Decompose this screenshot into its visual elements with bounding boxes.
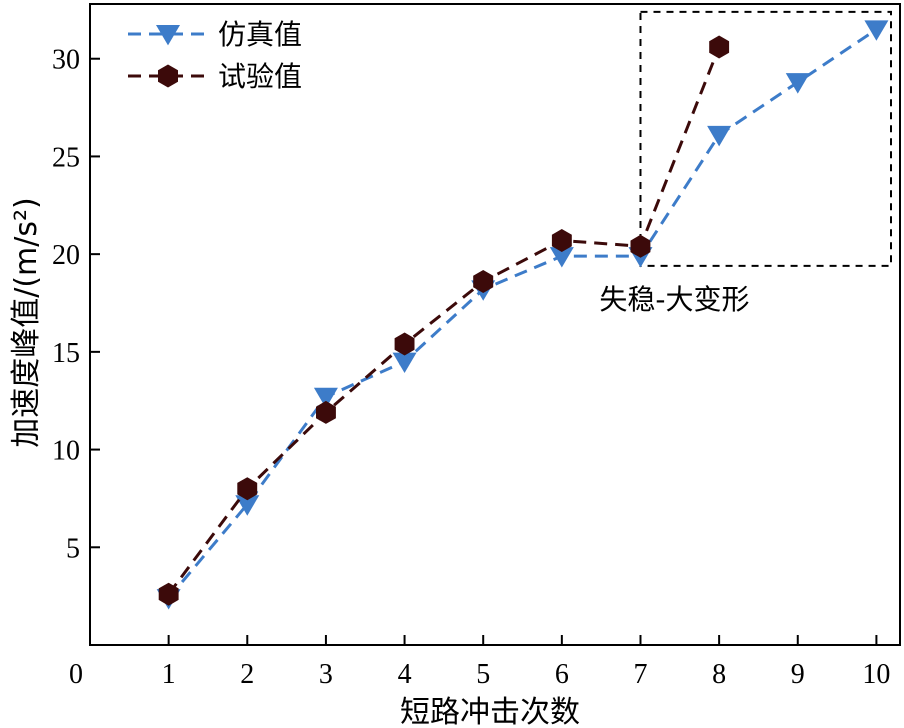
x-tick-label: 7 xyxy=(633,659,647,690)
data-point xyxy=(709,35,730,59)
series-layer xyxy=(156,20,889,610)
series-line xyxy=(167,28,878,600)
annotation-box xyxy=(639,10,892,267)
data-point xyxy=(707,125,732,147)
legend-marker xyxy=(158,64,178,88)
annotation-label: 失稳-大变形 xyxy=(599,283,749,316)
x-tick-label: 3 xyxy=(319,659,333,690)
data-point xyxy=(392,352,417,374)
plot-frame xyxy=(89,3,901,646)
series-line xyxy=(167,46,721,596)
series-1 xyxy=(156,20,889,610)
y-tick-label: 15 xyxy=(52,338,80,369)
legend-marker xyxy=(156,25,180,46)
legend-label: 仿真值 xyxy=(218,18,302,51)
x-tick-label: 6 xyxy=(555,659,569,690)
legend-label: 试验值 xyxy=(218,60,302,93)
data-point xyxy=(313,387,338,409)
annotation xyxy=(639,10,892,267)
x-tick-label: 5 xyxy=(476,659,490,690)
x-tick-label: 8 xyxy=(712,659,726,690)
x-tick-label: 0 xyxy=(69,659,83,690)
data-point xyxy=(235,495,260,516)
data-point xyxy=(864,20,889,41)
y-tick-label: 5 xyxy=(66,533,80,564)
x-tick-label: 2 xyxy=(240,659,254,690)
data-point xyxy=(316,400,336,424)
x-tick-label: 9 xyxy=(791,659,805,690)
data-point xyxy=(158,582,179,606)
data-point xyxy=(630,234,651,258)
series-2 xyxy=(158,35,730,606)
data-point xyxy=(785,73,810,94)
data-point xyxy=(237,477,258,501)
x-tick-label: 10 xyxy=(862,659,890,690)
data-point xyxy=(473,270,494,293)
x-axis-title: 短路冲击次数 xyxy=(400,695,580,728)
data-point xyxy=(551,229,572,252)
y-tick-label: 20 xyxy=(52,240,80,271)
y-axis-title: 加速度峰值/(m/s²) xyxy=(9,197,44,448)
y-tick-label: 10 xyxy=(52,436,80,467)
data-point xyxy=(549,247,574,268)
data-point xyxy=(394,332,415,356)
y-tick-label: 30 xyxy=(52,45,80,76)
x-tick-label: 1 xyxy=(162,659,176,690)
x-tick-label: 4 xyxy=(398,659,412,690)
y-tick-label: 25 xyxy=(52,142,80,173)
axes: 0 1 2 3 4 5 6 7 8 9 10 5 10 15 20 25 30 xyxy=(52,3,901,690)
